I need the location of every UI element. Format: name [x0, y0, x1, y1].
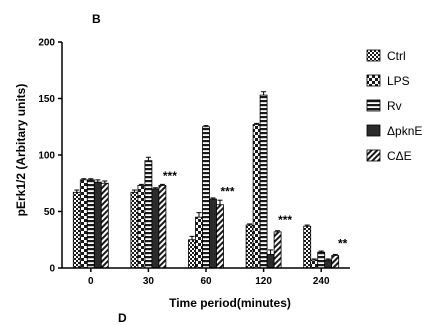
- bar-pkne-0: [93, 181, 102, 269]
- bar-series: [72, 91, 340, 269]
- legend-swatch: [366, 149, 381, 162]
- bar-pkne-240: [324, 259, 333, 269]
- bar-ctrl-60: [188, 239, 196, 269]
- bar-lps-30: [137, 185, 146, 269]
- y-tick-label: 200: [38, 38, 55, 49]
- bar-rv-30: [144, 160, 153, 269]
- legend-swatch: [366, 99, 381, 112]
- bar-ctrl-30: [130, 191, 139, 269]
- y-axis-title: pErk1/2 (Arbitary units): [14, 84, 28, 217]
- x-tick-label: 30: [143, 276, 155, 287]
- legend: Ctrl LPS Rv ΔpknE CΔE: [366, 49, 422, 163]
- x-axis-ticks: 0 30 60 120 240: [88, 268, 330, 287]
- bar-rv-240: [317, 251, 326, 269]
- legend-label: CΔE: [387, 149, 412, 163]
- bar-ce-0: [100, 182, 109, 269]
- bar-ce-60: [216, 204, 224, 269]
- x-tick-label: 60: [200, 276, 212, 287]
- legend-label: ΔpknE: [387, 124, 422, 138]
- legend-swatch: [366, 124, 381, 137]
- bar-lps-240: [310, 259, 319, 269]
- legend-label: LPS: [387, 74, 410, 88]
- bar-rv-120: [259, 94, 268, 269]
- significance-mark: ***: [163, 169, 177, 183]
- significance-mark: ***: [278, 213, 292, 227]
- legend-swatch: [366, 49, 381, 62]
- significance-mark: **: [338, 237, 348, 251]
- bar-rv-0: [86, 179, 95, 269]
- legend-swatch: [366, 74, 381, 87]
- bar-lps-60: [195, 216, 203, 269]
- x-tick-label: 240: [313, 276, 330, 287]
- legend-label: Ctrl: [387, 49, 406, 63]
- y-axis-ticks: 0 50 100 150 200: [38, 38, 62, 275]
- significance-annotations: ***********: [163, 169, 348, 251]
- bar-lps-0: [79, 179, 88, 269]
- y-tick-label: 50: [44, 207, 56, 218]
- bar-rv-60: [202, 126, 210, 269]
- x-axis-title: Time period(minutes): [169, 296, 291, 310]
- panel-label-top: B: [92, 12, 101, 26]
- bar-lps-120: [252, 124, 261, 269]
- bar-ctrl-120: [245, 224, 254, 269]
- bar-pkne-30: [151, 188, 160, 269]
- x-tick-label: 120: [255, 276, 272, 287]
- significance-mark: ***: [220, 185, 234, 199]
- x-tick-label: 0: [88, 276, 94, 287]
- bar-ctrl-0: [72, 191, 81, 269]
- legend-label: Rv: [387, 99, 402, 113]
- bar-ce-240: [331, 255, 340, 269]
- panel-label-bottom: D: [118, 311, 127, 325]
- bar-ce-30: [158, 185, 167, 269]
- bar-ce-120: [273, 231, 282, 269]
- bar-pkne-120: [266, 254, 275, 269]
- bar-pkne-60: [209, 198, 217, 269]
- bar-ctrl-240: [303, 225, 312, 269]
- y-tick-label: 150: [38, 94, 55, 105]
- y-tick-label: 0: [49, 264, 55, 275]
- y-tick-label: 100: [38, 151, 55, 162]
